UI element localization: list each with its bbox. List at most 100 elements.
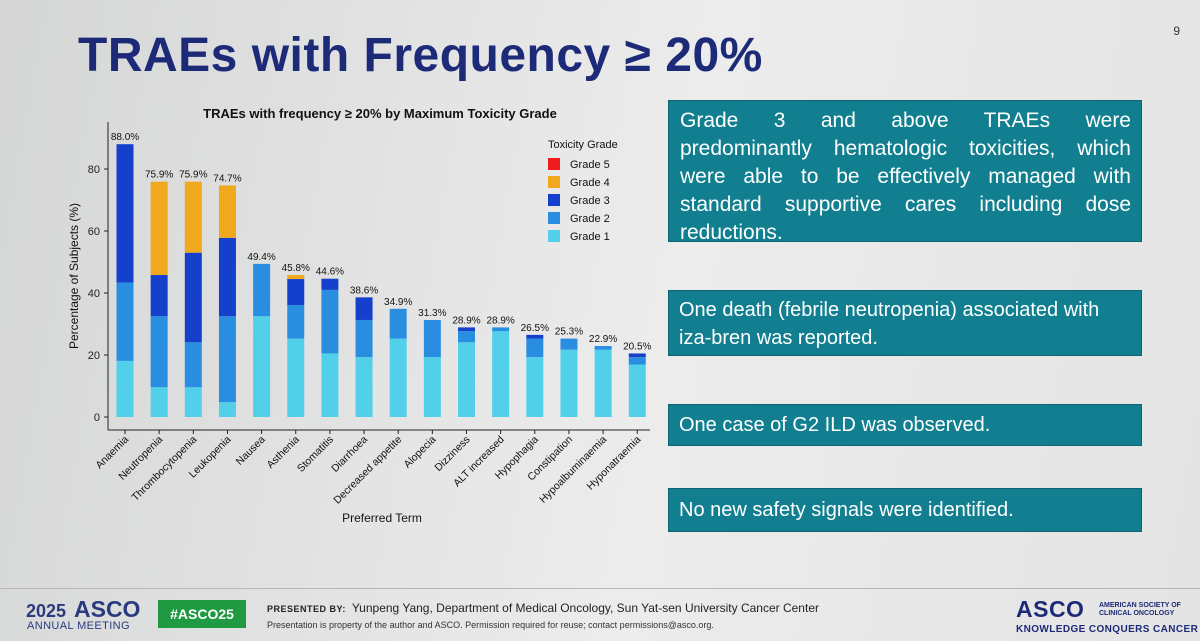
bar-total-label: 22.9% xyxy=(589,334,617,345)
meeting-subtitle: ANNUAL MEETING xyxy=(27,620,130,632)
bar-segment-grade-2 xyxy=(150,316,168,388)
bar-segment-grade-1 xyxy=(355,357,373,417)
bar-segment-grade-1 xyxy=(218,402,236,417)
bar-segment-grade-4 xyxy=(287,275,305,280)
x-tick-label: Stomatitis xyxy=(295,434,336,475)
bar-segment-grade-1 xyxy=(492,331,510,417)
bar-total-label: 20.5% xyxy=(623,341,651,352)
bar-segment-grade-2 xyxy=(628,357,646,365)
legend-swatch-grade-1 xyxy=(548,230,560,242)
y-tick-label: 80 xyxy=(88,164,100,176)
bar-segment-grade-3 xyxy=(150,275,168,317)
x-tick-label: Decreased appetite xyxy=(331,434,404,507)
bar-segment-grade-3 xyxy=(116,144,134,283)
y-tick-label: 60 xyxy=(88,226,100,238)
legend-label: Grade 2 xyxy=(570,213,610,225)
presented-by: PRESENTED BY: Yunpeng Yang, Department of… xyxy=(267,601,819,615)
bar-total-label: 28.9% xyxy=(452,315,480,326)
meeting-year: 2025 xyxy=(26,601,67,621)
bar-segment-grade-4 xyxy=(218,185,236,238)
bar-segment-grade-1 xyxy=(526,357,544,417)
bar-segment-grade-1 xyxy=(321,353,339,417)
bar-segment-grade-4 xyxy=(150,181,168,276)
bar-segment-grade-3 xyxy=(355,297,373,320)
page-number: 9 xyxy=(1173,24,1180,38)
bar-segment-grade-1 xyxy=(150,387,168,417)
legend-swatch-grade-3 xyxy=(548,194,560,206)
bar-segment-grade-2 xyxy=(594,346,612,350)
stacked-bar-chart: TRAEs with frequency ≥ 20% by Maximum To… xyxy=(67,106,652,525)
hashtag-badge: #ASCO25 xyxy=(158,600,246,628)
legend-swatch-grade-5 xyxy=(548,158,560,170)
y-tick-label: 0 xyxy=(94,412,100,424)
copyright-notice: Presentation is property of the author a… xyxy=(267,620,714,630)
bar-segment-grade-2 xyxy=(389,308,407,339)
bar-segment-grade-2 xyxy=(560,338,578,350)
y-axis-label: Percentage of Subjects (%) xyxy=(67,203,81,349)
bar-segment-grade-1 xyxy=(287,338,305,417)
bar-total-label: 31.3% xyxy=(418,308,446,319)
legend-title: Toxicity Grade xyxy=(548,139,618,151)
asco-society-name: AMERICAN SOCIETY OF CLINICAL ONCOLOGY xyxy=(1099,602,1181,617)
bar-segment-grade-3 xyxy=(458,327,475,332)
bar-segment-grade-1 xyxy=(253,316,271,417)
bar-segment-grade-2 xyxy=(526,338,544,358)
bar-segment-grade-3 xyxy=(628,353,646,358)
presenter-name: Yunpeng Yang, Department of Medical Onco… xyxy=(351,601,819,615)
bar-segment-grade-2 xyxy=(321,289,339,354)
bar-total-label: 28.9% xyxy=(486,315,514,326)
bar-total-label: 75.9% xyxy=(145,170,173,181)
bar-segment-grade-2 xyxy=(423,319,441,358)
asco-tagline: KNOWLEDGE CONQUERS CANCER xyxy=(1016,624,1199,635)
asco-logo: ASCO xyxy=(1016,596,1085,622)
bar-segment-grade-1 xyxy=(184,387,202,417)
bar-total-label: 88.0% xyxy=(111,132,139,143)
legend-label: Grade 4 xyxy=(570,177,610,189)
presented-label: PRESENTED BY: xyxy=(267,604,346,614)
bar-segment-grade-1 xyxy=(628,364,646,417)
bar-total-label: 38.6% xyxy=(350,285,378,296)
info-box-death: One death (febrile neutropenia) associat… xyxy=(668,290,1142,356)
bar-segment-grade-1 xyxy=(389,338,407,417)
legend-swatch-grade-4 xyxy=(548,176,560,188)
chart-title: TRAEs with frequency ≥ 20% by Maximum To… xyxy=(203,106,557,121)
bar-segment-grade-3 xyxy=(321,278,339,290)
bar-segment-grade-3 xyxy=(184,252,202,343)
bar-total-label: 74.7% xyxy=(213,173,241,184)
bar-segment-grade-1 xyxy=(116,360,134,417)
bar-total-label: 44.6% xyxy=(316,267,344,278)
legend-label: Grade 1 xyxy=(570,231,610,243)
legend-label: Grade 3 xyxy=(570,195,610,207)
bar-total-label: 49.4% xyxy=(247,252,275,263)
bar-segment-grade-2 xyxy=(184,342,202,388)
meeting-logo: ASCO xyxy=(74,596,141,622)
bar-segment-grade-2 xyxy=(355,319,373,358)
bar-segment-grade-2 xyxy=(253,263,271,317)
x-tick-label: Nausea xyxy=(234,434,268,468)
bar-segment-grade-2 xyxy=(287,305,305,339)
legend-swatch-grade-2 xyxy=(548,212,560,224)
bar-segment-grade-2 xyxy=(218,316,236,403)
slide-title: TRAEs with Frequency ≥ 20% xyxy=(78,29,763,82)
bar-segment-grade-3 xyxy=(218,237,236,317)
y-tick-label: 20 xyxy=(88,350,100,362)
bar-total-label: 25.3% xyxy=(555,327,583,338)
bar-segment-grade-3 xyxy=(287,279,305,306)
bar-total-label: 34.9% xyxy=(384,297,412,308)
x-axis-label: Preferred Term xyxy=(342,511,422,525)
bar-total-label: 45.8% xyxy=(282,263,310,274)
bar-segment-grade-4 xyxy=(184,181,202,253)
bar-segment-grade-2 xyxy=(116,282,134,361)
bar-segment-grade-2 xyxy=(492,327,510,332)
footer-divider xyxy=(0,588,1200,589)
info-box-ild: One case of G2 ILD was observed. xyxy=(668,404,1142,446)
info-box-safety: No new safety signals were identified. xyxy=(668,488,1142,532)
bar-segment-grade-1 xyxy=(594,349,612,417)
bar-segment-grade-2 xyxy=(458,331,475,343)
bar-segment-grade-3 xyxy=(526,334,544,339)
legend-label: Grade 5 xyxy=(570,159,610,171)
bar-segment-grade-1 xyxy=(423,357,441,417)
bar-total-label: 75.9% xyxy=(179,170,207,181)
bar-total-label: 26.5% xyxy=(521,323,549,334)
